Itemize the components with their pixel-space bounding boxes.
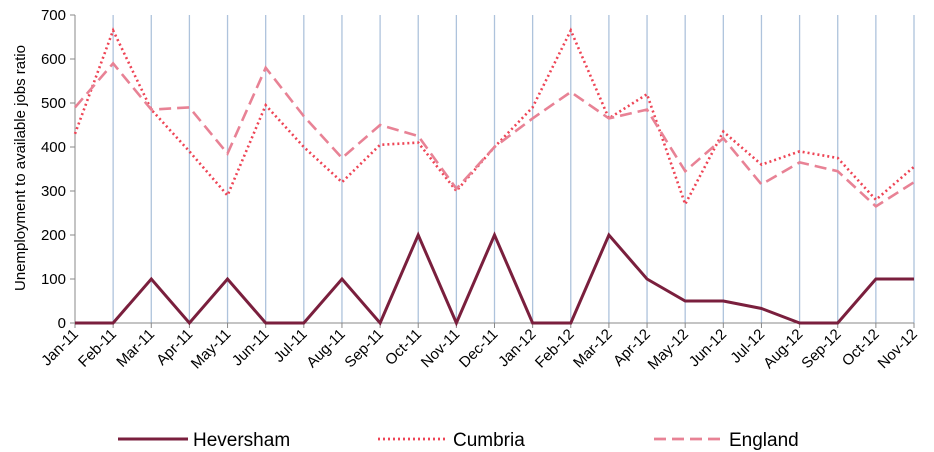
x-tick-label: Aug-11	[303, 326, 348, 371]
x-tick-label: Oct-12	[839, 326, 883, 370]
y-tick-label: 100	[41, 271, 66, 288]
legend: Heversham Cumbria England	[118, 430, 799, 451]
legend-label-heversham: Heversham	[193, 430, 290, 451]
x-tick-label: Jan-11	[38, 326, 82, 370]
y-tick-label: 600	[41, 51, 66, 68]
x-tick-label: Jun-11	[229, 326, 273, 370]
vertical-gridlines	[112, 15, 915, 323]
y-axis: 0 100 200 300 400 500 600 700	[41, 7, 76, 332]
y-tick-label: 700	[41, 7, 66, 24]
y-tick-label: 200	[41, 227, 66, 244]
x-tick-label: Sep-12	[798, 326, 844, 372]
x-tick-label: May-11	[188, 326, 235, 373]
x-tick-label: Dec-11	[456, 326, 501, 371]
x-tick-label: Jan-12	[495, 326, 539, 370]
x-tick-label: Oct-11	[382, 326, 425, 369]
x-tick-label: Feb-12	[532, 326, 578, 372]
x-tick-label: Feb-11	[75, 326, 120, 371]
x-tick-label: Aug-12	[760, 326, 806, 372]
x-tick-label: Nov-11	[418, 326, 463, 371]
y-tick-label: 300	[41, 183, 66, 200]
x-tick-label: Sep-11	[341, 326, 386, 371]
x-tick-label: May-12	[645, 326, 692, 373]
x-tick-label: Mar-11	[113, 326, 158, 371]
x-axis: Jan-11Feb-11Mar-11Apr-11May-11Jun-11Jul-…	[38, 322, 921, 373]
y-tick-label: 500	[41, 95, 66, 112]
y-tick-label: 0	[58, 315, 66, 332]
x-tick-label: Jun-12	[686, 326, 730, 370]
y-tick-label: 400	[41, 139, 66, 156]
legend-label-cumbria: Cumbria	[453, 430, 525, 451]
x-tick-label: Mar-12	[570, 326, 616, 372]
x-tick-label: Nov-12	[875, 326, 921, 372]
series-layer	[73, 27, 915, 327]
legend-label-england: England	[729, 430, 799, 451]
y-axis-title: Unemployment to available jobs ratio	[12, 45, 29, 291]
